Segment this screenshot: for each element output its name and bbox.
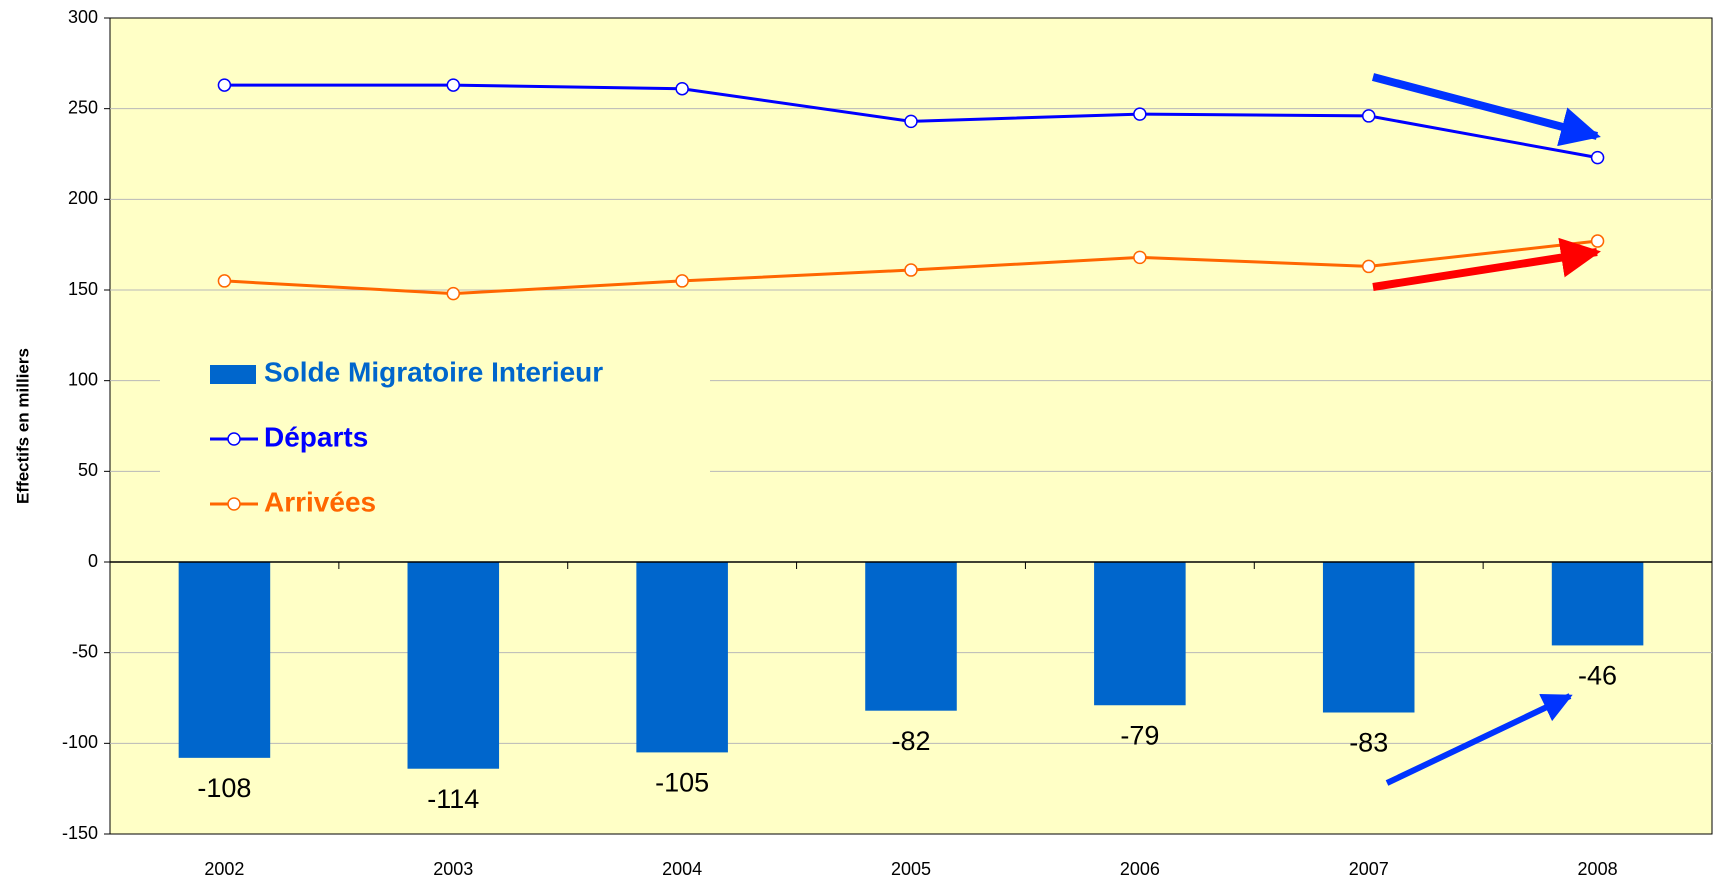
bar xyxy=(636,562,728,753)
point xyxy=(1590,150,1605,165)
y-tick-label: 100 xyxy=(68,369,98,389)
trend-arrow xyxy=(1371,73,1601,147)
y-tick-label: -150 xyxy=(62,823,98,843)
point xyxy=(446,286,461,301)
bar xyxy=(407,562,500,769)
point xyxy=(1133,107,1147,121)
point xyxy=(675,81,689,96)
y-tick-label: 250 xyxy=(68,97,98,117)
data-label: -114 xyxy=(427,784,479,814)
data-label: -82 xyxy=(891,726,930,756)
point xyxy=(904,263,918,277)
bar xyxy=(1322,562,1415,713)
trend-arrow xyxy=(1385,693,1573,786)
trend-arrow xyxy=(1372,237,1601,291)
bar xyxy=(865,562,957,711)
data-label: -108 xyxy=(197,773,251,803)
point xyxy=(217,78,232,92)
point xyxy=(904,114,918,129)
y-axis-label: Effectifs en milliers xyxy=(13,348,32,504)
point xyxy=(217,274,232,288)
data-label: -83 xyxy=(1349,728,1388,758)
legend-swatch xyxy=(210,365,256,384)
x-tick-label: 2006 xyxy=(1120,859,1160,879)
x-tick-label: 2008 xyxy=(1578,859,1618,879)
y-tick-label: 150 xyxy=(68,279,98,299)
y-tick-label: 300 xyxy=(68,7,98,27)
y-tick-label: 0 xyxy=(88,551,98,571)
x-tick-label: 2005 xyxy=(891,859,931,879)
point xyxy=(675,274,689,288)
legend-label: Départs xyxy=(264,421,368,452)
bar xyxy=(178,562,271,758)
x-tick-label: 2007 xyxy=(1349,859,1389,879)
point xyxy=(1133,250,1147,265)
data-label: -46 xyxy=(1578,661,1617,691)
point xyxy=(1590,234,1605,248)
y-tick-label: -50 xyxy=(72,641,98,661)
legend-label: Arrivées xyxy=(264,486,376,517)
bar xyxy=(1551,562,1644,646)
y-tick-label: 200 xyxy=(68,188,98,208)
y-tick-label: -100 xyxy=(62,732,98,752)
point xyxy=(1361,109,1376,123)
point xyxy=(446,78,461,92)
legend-label: Solde Migratoire Interieur xyxy=(264,356,603,387)
bar xyxy=(1094,562,1186,706)
data-label: -79 xyxy=(1120,720,1159,750)
legend-swatch xyxy=(227,432,241,446)
legend: Solde Migratoire Interieur Départs Arrivée… xyxy=(160,337,710,537)
point xyxy=(1361,259,1376,274)
legend-swatch xyxy=(227,497,241,511)
x-tick-label: 2003 xyxy=(433,859,473,879)
y-tick-label: 50 xyxy=(78,460,98,480)
x-tick-label: 2004 xyxy=(662,859,702,879)
data-label: -105 xyxy=(655,768,709,798)
x-tick-label: 2002 xyxy=(204,859,244,879)
